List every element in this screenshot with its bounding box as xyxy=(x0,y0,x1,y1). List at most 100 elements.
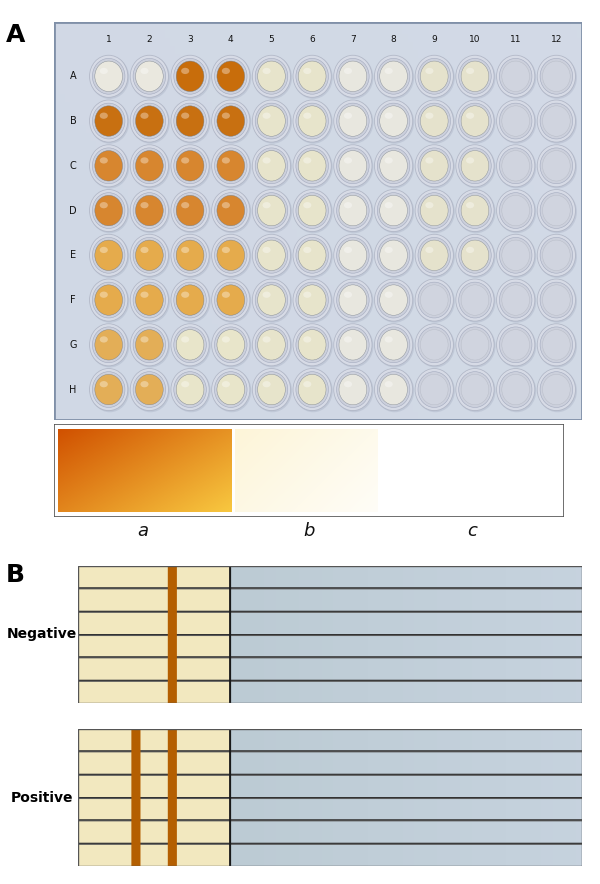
Ellipse shape xyxy=(385,336,393,343)
Ellipse shape xyxy=(212,324,251,368)
Ellipse shape xyxy=(133,103,166,139)
Text: a: a xyxy=(138,522,149,540)
Ellipse shape xyxy=(95,285,122,316)
Ellipse shape xyxy=(255,58,288,95)
Ellipse shape xyxy=(257,61,286,92)
Ellipse shape xyxy=(334,279,373,323)
Ellipse shape xyxy=(542,374,570,405)
Ellipse shape xyxy=(133,371,166,408)
Ellipse shape xyxy=(334,189,372,232)
Ellipse shape xyxy=(293,145,331,187)
Ellipse shape xyxy=(502,285,530,316)
Ellipse shape xyxy=(418,103,451,139)
Ellipse shape xyxy=(174,238,206,273)
Ellipse shape xyxy=(542,195,570,225)
Ellipse shape xyxy=(385,68,393,74)
Ellipse shape xyxy=(461,374,489,405)
Ellipse shape xyxy=(497,145,535,187)
Ellipse shape xyxy=(380,374,407,405)
Ellipse shape xyxy=(425,247,433,253)
Ellipse shape xyxy=(130,324,169,366)
Ellipse shape xyxy=(415,369,454,410)
Ellipse shape xyxy=(89,189,128,232)
Ellipse shape xyxy=(458,58,491,95)
Ellipse shape xyxy=(95,150,122,181)
Text: b: b xyxy=(304,522,314,540)
Ellipse shape xyxy=(253,56,292,99)
Ellipse shape xyxy=(537,279,575,321)
Ellipse shape xyxy=(293,324,333,368)
Ellipse shape xyxy=(222,247,230,253)
Ellipse shape xyxy=(257,106,286,136)
Ellipse shape xyxy=(502,106,530,136)
Ellipse shape xyxy=(89,279,128,321)
Ellipse shape xyxy=(456,56,494,97)
Text: 9: 9 xyxy=(431,35,437,44)
Text: E: E xyxy=(70,250,76,260)
Ellipse shape xyxy=(334,324,373,368)
Ellipse shape xyxy=(100,247,108,253)
Ellipse shape xyxy=(222,381,230,387)
Ellipse shape xyxy=(298,195,326,225)
Text: 4: 4 xyxy=(228,35,233,44)
Ellipse shape xyxy=(344,157,352,164)
Ellipse shape xyxy=(176,106,204,136)
Ellipse shape xyxy=(140,292,149,298)
Ellipse shape xyxy=(334,190,373,233)
Ellipse shape xyxy=(374,324,413,366)
Ellipse shape xyxy=(466,68,474,74)
Ellipse shape xyxy=(537,189,575,232)
Ellipse shape xyxy=(375,324,414,368)
Text: 2: 2 xyxy=(146,35,152,44)
Ellipse shape xyxy=(497,189,535,232)
Ellipse shape xyxy=(375,279,414,323)
Ellipse shape xyxy=(334,56,372,97)
Ellipse shape xyxy=(456,189,494,232)
Ellipse shape xyxy=(303,381,311,387)
Ellipse shape xyxy=(337,58,369,95)
Ellipse shape xyxy=(537,100,575,142)
Ellipse shape xyxy=(131,370,170,412)
Ellipse shape xyxy=(217,195,245,225)
Ellipse shape xyxy=(257,240,286,271)
Ellipse shape xyxy=(214,148,247,184)
Ellipse shape xyxy=(375,146,414,188)
Ellipse shape xyxy=(415,234,454,277)
Ellipse shape xyxy=(212,370,251,412)
Ellipse shape xyxy=(458,238,491,273)
Ellipse shape xyxy=(457,101,496,144)
Ellipse shape xyxy=(253,324,292,368)
Ellipse shape xyxy=(461,61,489,92)
Ellipse shape xyxy=(502,195,530,225)
Ellipse shape xyxy=(171,279,209,321)
Ellipse shape xyxy=(174,282,206,318)
Ellipse shape xyxy=(171,145,209,187)
Ellipse shape xyxy=(303,247,311,253)
Ellipse shape xyxy=(415,279,454,321)
Ellipse shape xyxy=(466,202,474,209)
Text: 6: 6 xyxy=(309,35,315,44)
Ellipse shape xyxy=(416,146,455,188)
Ellipse shape xyxy=(502,240,530,271)
Ellipse shape xyxy=(293,100,331,142)
Ellipse shape xyxy=(416,56,455,99)
Ellipse shape xyxy=(538,56,577,99)
Ellipse shape xyxy=(344,381,352,387)
Ellipse shape xyxy=(458,371,491,408)
Ellipse shape xyxy=(377,282,410,318)
Ellipse shape xyxy=(375,101,414,144)
Ellipse shape xyxy=(263,202,271,209)
Ellipse shape xyxy=(461,150,489,181)
Ellipse shape xyxy=(181,202,189,209)
Ellipse shape xyxy=(293,189,331,232)
Ellipse shape xyxy=(540,371,572,408)
Ellipse shape xyxy=(461,330,489,360)
Ellipse shape xyxy=(263,68,271,74)
Ellipse shape xyxy=(255,282,288,318)
Ellipse shape xyxy=(303,112,311,118)
Text: D: D xyxy=(69,206,77,216)
Ellipse shape xyxy=(540,327,572,362)
Ellipse shape xyxy=(377,327,410,362)
Text: c: c xyxy=(467,522,477,540)
Ellipse shape xyxy=(255,148,288,184)
